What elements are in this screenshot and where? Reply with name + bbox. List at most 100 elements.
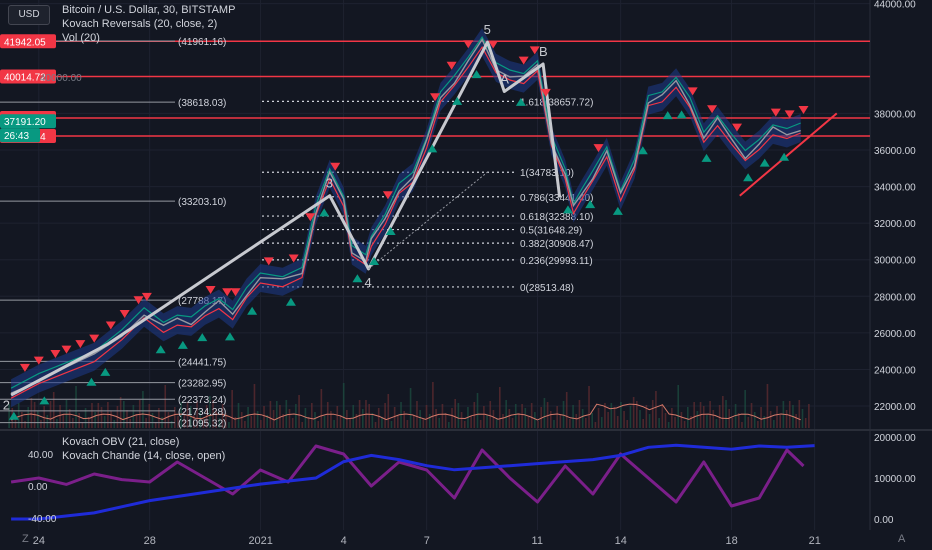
buy-signal-marker [86,377,97,386]
sub-right-tick-label: 10000.00 [874,474,916,485]
auto-scale-button[interactable]: A [898,533,906,545]
volume-bar [706,415,708,428]
fib-label-7: 0.236(29993.11) [520,256,593,267]
volume-bar [412,415,415,428]
volume-bar [502,414,504,428]
volume-bar [218,418,221,428]
volume-bar [24,421,26,428]
y-tick-label: 32000.00 [874,219,916,230]
volume-bar [508,409,511,428]
volume-bar [151,413,154,428]
sell-signal-marker [518,56,529,65]
volume-bar [91,403,93,428]
volume-bar [100,407,103,428]
volume-bar [521,404,523,428]
volume-bar [441,404,444,428]
volume-bar [524,408,527,428]
volume-bar [253,384,256,428]
sell-signal-marker [305,213,316,222]
volume-bar [511,418,514,428]
buy-signal-marker [352,274,363,283]
volume-bar [639,410,641,428]
volume-bar [492,410,495,428]
fib-label-1: 1.618(38657.72) [520,97,593,108]
volume-bar [747,417,750,428]
volume-bar [674,417,676,428]
volume-bar [559,415,562,428]
volume-bar [279,405,281,428]
volume-bar [537,421,539,428]
volume-bar [30,398,33,428]
volume-bar [479,420,482,428]
sell-signal-marker [687,87,698,96]
volume-bar [269,401,272,428]
sell-signal-marker [288,254,299,263]
volume-bar [224,413,227,428]
volume-bar [374,422,377,428]
sell-signal-marker [230,288,241,297]
volume-bar [572,405,574,428]
sell-signal-marker [488,40,499,49]
volume-bar [317,421,319,428]
fib-label-5: 0.5(31648.29) [520,226,582,237]
volume-bar [690,416,692,428]
indicator-kovach-obv[interactable]: Kovach OBV (21, close) [62,436,180,448]
volume-bar [463,421,466,428]
buy-signal-marker [319,208,330,217]
sell-signal-marker [222,288,233,297]
buy-signal-marker [385,227,396,236]
wave-label-4: 4 [365,275,372,290]
volume-bar [349,419,351,428]
y-tick-label: 30000.00 [874,256,916,267]
x-tick-label: 14 [615,535,627,547]
sell-signal-marker [330,162,341,171]
volume-bar [604,403,606,428]
volume-bar [244,421,246,428]
indicator-kovach-chande[interactable]: Kovach Chande (14, close, open) [62,450,226,462]
volume-bar [623,411,625,428]
volume-bar [132,405,135,428]
volume-bar [272,410,275,428]
volume-bar [298,395,300,428]
volume-bar [680,412,683,428]
chande-line [10,444,805,508]
volume-bar [753,412,756,428]
volume-ma-line [10,403,801,421]
left-fib-label-2: (33203.10) [178,197,226,208]
currency-button[interactable]: USD [8,5,50,25]
volume-bar [43,406,45,428]
indicator-kovach-reversals[interactable]: Kovach Reversals (20, close, 2) [62,18,218,30]
volume-bar [671,408,673,428]
volume-bar [323,416,326,428]
volume-bar [240,412,243,428]
fib-label-2: 1(34783.10) [520,168,574,179]
volume-bar [422,419,425,428]
sell-signal-marker [19,363,30,372]
volume-bar [78,413,81,428]
buy-signal-marker [585,200,596,209]
volume-bar [655,391,657,428]
volume-bar [196,401,198,428]
volume-bar [288,409,291,428]
volume-bar [177,416,179,428]
volume-bar [779,415,781,428]
volume-bar [333,420,335,428]
volume-bar [40,420,42,428]
volume-bar [664,413,667,428]
wave-label-B: B [539,44,548,59]
volume-bar [52,392,55,428]
volume-bar [795,414,797,428]
indicator-volume[interactable]: Vol (20) [62,32,100,44]
volatility-band [11,28,801,408]
volume-bar [295,404,297,428]
volume-bar [632,397,635,428]
y-tick-label: 24000.00 [874,365,916,376]
tradingview-logo[interactable]: Z [22,533,29,545]
volume-bar [499,387,501,428]
price-tag-bg [0,34,56,49]
buy-signal-marker [155,345,166,354]
wave-label-2: 2 [3,398,10,413]
volume-bar [250,416,253,428]
volume-bar [189,406,192,428]
